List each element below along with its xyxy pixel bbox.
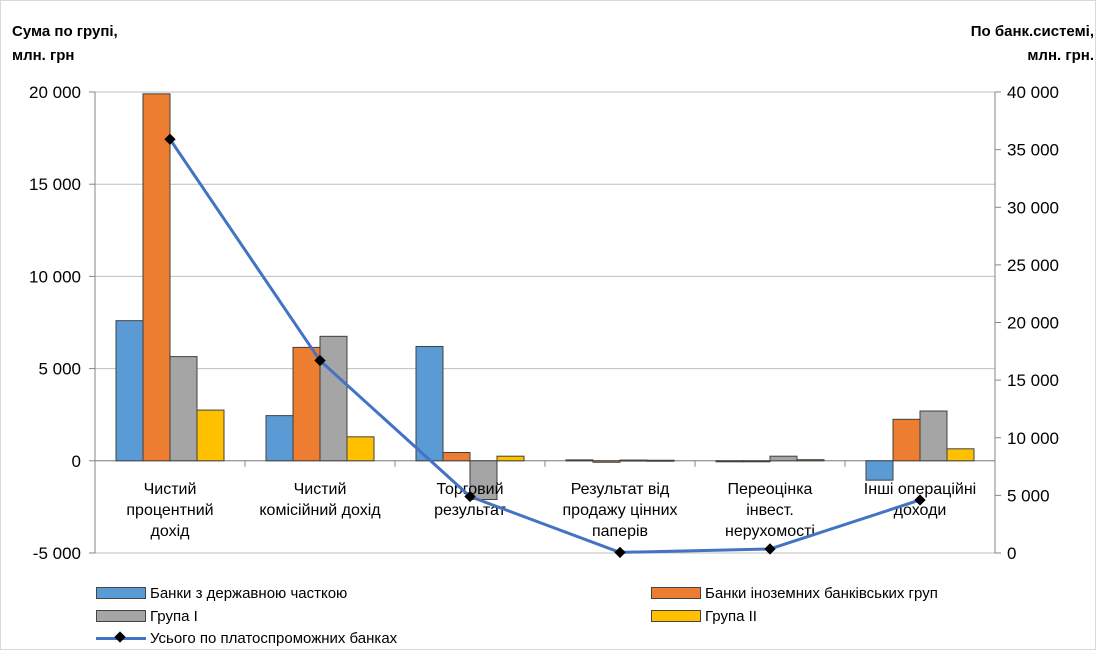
bar bbox=[346, 436, 375, 462]
category-label: продажу цінних bbox=[563, 502, 678, 519]
right-tick-label: 15 000 bbox=[1007, 371, 1059, 390]
bar bbox=[919, 410, 948, 462]
bar bbox=[415, 345, 444, 462]
total-line bbox=[168, 138, 921, 554]
category-label: Чистий bbox=[144, 481, 197, 498]
bar bbox=[469, 460, 498, 501]
legend-item-group-1: Група I bbox=[96, 606, 198, 626]
category-label: доходи bbox=[894, 502, 947, 519]
right-axis-title-line-1: По банк.системі, bbox=[970, 23, 1094, 40]
bar bbox=[265, 415, 294, 462]
legend-label: Група II bbox=[705, 607, 757, 625]
right-tick-label: 0 bbox=[1007, 544, 1016, 563]
left-tick-label: 15 000 bbox=[29, 175, 81, 194]
bar bbox=[196, 409, 225, 462]
legend-item-total-line: Усього по платоспроможних банках bbox=[96, 628, 397, 648]
bar bbox=[865, 460, 894, 481]
bar bbox=[715, 460, 744, 463]
right-tick-label: 30 000 bbox=[1007, 198, 1059, 217]
line-point-marker bbox=[614, 546, 626, 559]
bar bbox=[892, 418, 921, 462]
category-label: комісійний дохід bbox=[259, 502, 381, 519]
legend-label: Усього по платоспроможних банках bbox=[150, 629, 398, 647]
left-tick-label: 20 000 bbox=[29, 83, 81, 102]
legend-swatch bbox=[651, 587, 701, 599]
category-label: Торговий bbox=[436, 481, 503, 498]
bar bbox=[946, 448, 975, 462]
right-tick-label: 10 000 bbox=[1007, 429, 1059, 448]
bar bbox=[496, 455, 525, 462]
bar bbox=[565, 459, 594, 462]
bar bbox=[646, 459, 675, 462]
left-axis-title-line-1: Сума по групі, bbox=[12, 23, 118, 40]
right-tick-label: 25 000 bbox=[1007, 256, 1059, 275]
left-axis-title-line-2: млн. грн bbox=[12, 47, 75, 64]
legend-swatch bbox=[96, 610, 146, 622]
left-tick-label: 10 000 bbox=[29, 267, 81, 286]
line-point-marker bbox=[164, 133, 176, 145]
legend-item-group-2: Група II bbox=[651, 606, 757, 626]
right-tick-label: 5 000 bbox=[1007, 486, 1050, 505]
category-label: нерухомості bbox=[725, 523, 815, 540]
category-label: Переоцінка bbox=[728, 481, 813, 498]
category-label: процентний bbox=[126, 502, 213, 519]
right-tick-label: 35 000 bbox=[1007, 141, 1059, 160]
legend-swatch bbox=[651, 610, 701, 622]
line-point-marker bbox=[464, 490, 476, 503]
bar bbox=[769, 455, 798, 462]
bar bbox=[115, 320, 144, 462]
legend-line-swatch bbox=[96, 632, 146, 644]
right-tick-label: 40 000 bbox=[1007, 83, 1059, 102]
bar bbox=[292, 346, 321, 462]
line-point-marker bbox=[314, 354, 326, 367]
category-label: інвест. bbox=[746, 502, 794, 519]
legend-label: Банки іноземних банківських груп bbox=[705, 584, 938, 602]
category-label: дохід bbox=[151, 523, 191, 540]
left-tick-label: 5 000 bbox=[38, 360, 81, 379]
line-point-marker bbox=[914, 494, 926, 506]
bar bbox=[442, 452, 471, 462]
legend-item-state-banks: Банки з державною часткою bbox=[96, 583, 347, 603]
right-axis-title: По банк.системі, млн. грн. bbox=[971, 20, 1094, 68]
bar bbox=[742, 460, 771, 463]
category-label: паперів bbox=[592, 523, 648, 540]
legend-label: Група I bbox=[150, 607, 198, 625]
bar bbox=[142, 93, 171, 462]
bar bbox=[796, 459, 825, 462]
left-tick-label: -5 000 bbox=[33, 544, 81, 563]
left-tick-label: 0 bbox=[72, 452, 81, 471]
category-label: Чистий bbox=[294, 481, 347, 498]
legend-item-foreign-banks: Банки іноземних банківських груп bbox=[651, 583, 938, 603]
bar bbox=[169, 356, 198, 462]
category-label: результат bbox=[434, 502, 506, 519]
category-label: Інші операційні bbox=[864, 481, 976, 498]
left-axis-title: Сума по групі, млн. грн bbox=[12, 20, 118, 68]
bar bbox=[592, 460, 621, 463]
bar bbox=[319, 335, 348, 462]
right-tick-label: 20 000 bbox=[1007, 314, 1059, 333]
legend-swatch bbox=[96, 587, 146, 599]
bar bbox=[619, 459, 648, 462]
category-label: Результат від bbox=[571, 481, 670, 498]
legend-label: Банки з державною часткою bbox=[150, 584, 348, 602]
right-axis-title-line-2: млн. грн. bbox=[1027, 47, 1094, 64]
line-point-marker bbox=[764, 543, 776, 555]
